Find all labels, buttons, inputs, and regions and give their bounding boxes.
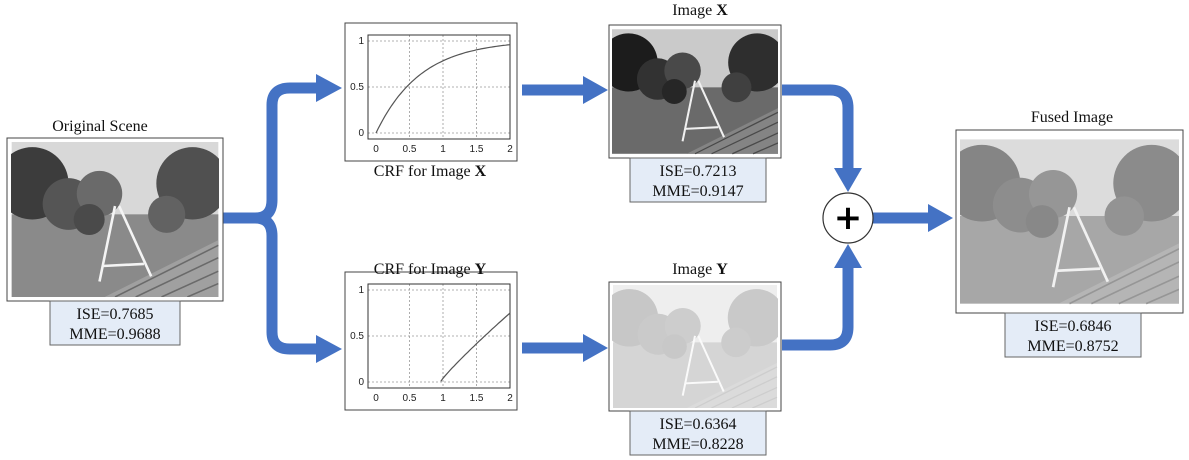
y-tick-label: 1 (358, 36, 364, 47)
x-tick-label: 1 (440, 393, 446, 404)
x-tick-label: 2 (507, 144, 513, 155)
title-bold: Y (475, 261, 487, 278)
x-tick-label: 2 (507, 393, 513, 404)
arrow (782, 266, 848, 345)
x-tick-label: 1 (440, 144, 446, 155)
x-tick-label: 1.5 (470, 144, 484, 155)
image (0, 142, 229, 297)
y-tick-label: 1 (358, 285, 364, 296)
arrow-head (316, 74, 342, 102)
arrow-head (834, 244, 862, 268)
crf-plot: 0 0.5 1 1.5 2 0 0.5 1 (345, 23, 517, 161)
title-text: CRF for Image (374, 163, 471, 180)
x-tick-label: 0.5 (403, 144, 417, 155)
x-tick-label: 0 (373, 393, 379, 404)
image (601, 285, 786, 408)
metric-text: ISE=0.6846 (1034, 318, 1111, 335)
arrow-head (583, 334, 608, 362)
metrics: ISE=0.6846 MME=0.8752 (1005, 313, 1141, 357)
y-tick-label: 0.5 (350, 82, 364, 93)
y-tick-label: 0.5 (350, 331, 364, 342)
plot-frame (345, 272, 517, 410)
y-tick-label: 0 (358, 377, 364, 388)
arrow (222, 218, 318, 349)
x-tick-label: 1.5 (470, 393, 484, 404)
metric-text: MME=0.8228 (652, 436, 743, 453)
x-tick-label: 0.5 (403, 393, 417, 404)
image (944, 139, 1189, 303)
title-bold: X (475, 163, 487, 180)
metric-text: MME=0.8752 (1027, 338, 1118, 355)
metrics: ISE=0.6364 MME=0.8228 (630, 411, 766, 455)
arrow-head (928, 204, 953, 232)
title-bold: X (716, 2, 728, 19)
metric-text: ISE=0.6364 (659, 416, 736, 433)
arrow (222, 88, 318, 218)
title-text: CRF for Image (374, 261, 471, 278)
arrow-head (583, 76, 608, 104)
y-tick-label: 0 (358, 128, 364, 139)
image-title: Fused Image (1031, 109, 1113, 126)
metric-text: MME=0.9688 (69, 326, 160, 343)
image (600, 29, 787, 154)
arrow-head (834, 168, 862, 192)
operator: + (834, 198, 863, 238)
x-tick-label: 0 (373, 144, 379, 155)
image-title: Original Scene (52, 118, 148, 135)
title-bold: Y (716, 261, 728, 278)
title-text: Image (672, 2, 712, 19)
metric-text: ISE=0.7213 (659, 163, 736, 180)
arrow-head (316, 335, 342, 363)
plot-frame (345, 23, 517, 161)
metrics: ISE=0.7213 MME=0.9147 (630, 158, 766, 202)
metric-text: MME=0.9147 (652, 183, 743, 200)
crf-plot: 0 0.5 1 1.5 2 0 0.5 1 (345, 272, 517, 410)
metrics: ISE=0.7685 MME=0.9688 (50, 301, 180, 345)
metric-text: ISE=0.7685 (76, 306, 153, 323)
title-text: Image (672, 261, 712, 278)
arrow (782, 90, 848, 170)
diagram: + Original Scene ISE=0.7685 MME=0.9688 Im… (0, 0, 1189, 460)
